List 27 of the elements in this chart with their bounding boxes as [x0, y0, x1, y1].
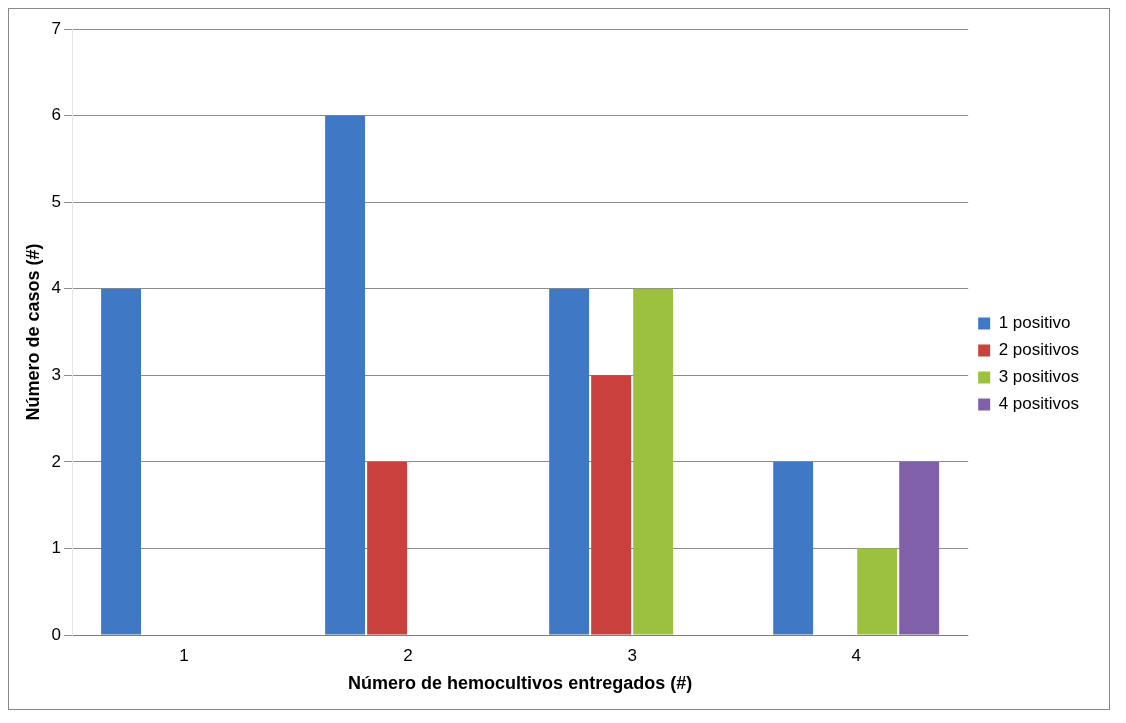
bar [633, 288, 674, 635]
x-tick-label: 4 [851, 645, 861, 665]
y-tick-label: 5 [51, 191, 62, 211]
y-axis-title: Número de casos (#) [22, 243, 43, 421]
bar [101, 288, 142, 635]
x-tick-label: 1 [179, 645, 189, 665]
bar [367, 461, 408, 635]
bar [549, 288, 590, 635]
y-tick-label: 6 [51, 105, 62, 125]
y-tick-label: 3 [51, 364, 62, 384]
bar [857, 548, 898, 635]
y-tick-label: 0 [51, 624, 62, 644]
y-tick-label: 4 [51, 278, 62, 298]
legend-label: 1 positivo [998, 313, 1071, 333]
bar [773, 461, 814, 635]
x-axis-title: Número de hemocultivos entregados (#) [348, 673, 693, 694]
legend-label: 4 positivos [998, 394, 1080, 414]
y-tick-label: 1 [51, 538, 62, 558]
legend-label: 3 positivos [998, 367, 1080, 387]
bar [899, 461, 940, 635]
x-tick-label: 3 [627, 645, 637, 665]
legend-label: 2 positivos [998, 340, 1080, 360]
x-tick-label: 2 [403, 645, 413, 665]
bar [325, 115, 366, 635]
bar [591, 375, 632, 635]
y-tick-label: 2 [51, 451, 62, 471]
y-tick-label: 7 [51, 18, 62, 38]
